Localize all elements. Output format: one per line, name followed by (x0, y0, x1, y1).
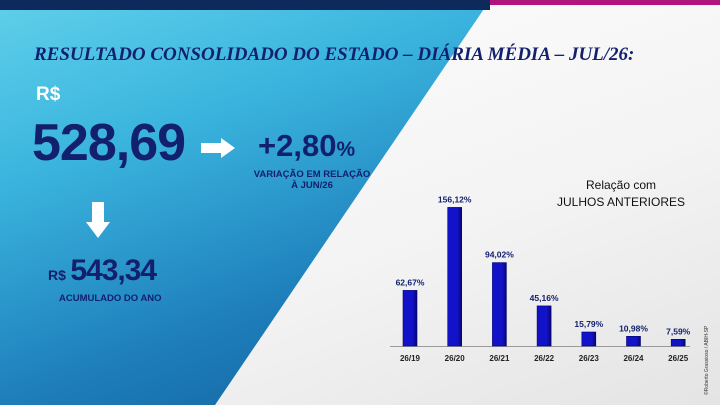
top-dark-bar (0, 0, 490, 10)
data-label-26/20: 156,12% (438, 194, 472, 204)
bar-26/25 (670, 339, 686, 347)
slide-title: RESULTADO CONSOLIDADO DO ESTADO – DIÁRIA… (34, 44, 635, 65)
top-magenta-bar (490, 0, 720, 5)
photo-credit: ©Roberto Grassioso / ABIH-SP (704, 325, 710, 395)
bar-26/20 (447, 207, 463, 347)
x-tick-label-26/21: 26/21 (489, 354, 510, 363)
main-value: 528,69 (32, 114, 186, 172)
data-label-26/21: 94,02% (485, 250, 514, 260)
x-tick-label-26/22: 26/22 (534, 354, 555, 363)
x-tick-label-26/20: 26/20 (445, 354, 466, 363)
variation-label-line2: À JUN/26 (291, 180, 333, 191)
variation-symbol: % (336, 138, 356, 161)
bar-chart: 62,67% 26/19 156,12% 26/20 94,02% 26/21 45,16%… (390, 194, 691, 363)
main-currency: R$ (36, 84, 61, 105)
accumulated-label: ACUMULADO DO ANO (59, 293, 162, 304)
bar-26/23 (581, 331, 597, 347)
accumulated-currency: R$ (48, 267, 66, 283)
data-label-26/19: 62,67% (396, 277, 425, 287)
variation-label: VARIAÇÃO EM RELAÇÃO À JUN/26 (250, 169, 374, 191)
data-label-26/24: 10,98% (619, 323, 648, 333)
data-label-26/22: 45,16% (530, 293, 559, 303)
bar-26/22 (536, 305, 552, 347)
accumulated-value-block: R$ 543,34 (48, 254, 157, 288)
bar-26/19 (402, 290, 418, 347)
bar-26/21 (492, 262, 507, 347)
x-tick-label-26/23: 26/23 (579, 354, 600, 363)
variation-label-line1: VARIAÇÃO EM RELAÇÃO (253, 169, 371, 180)
chart-title: Relação com JULHOS ANTERIORES (546, 177, 696, 211)
chart-title-line1: Relação com (585, 178, 657, 192)
chart-title-line2: JULHOS ANTERIORES (556, 195, 686, 209)
bar-26/24 (626, 336, 641, 347)
variation-percent: +2,80% (258, 128, 355, 164)
variation-value: +2,80 (258, 128, 337, 163)
accumulated-value: 543,34 (70, 254, 157, 287)
data-label-26/23: 15,79% (574, 319, 603, 329)
x-tick-label-26/19: 26/19 (400, 354, 421, 363)
x-tick-label-26/25: 26/25 (668, 354, 689, 363)
arrow-down-icon (86, 202, 110, 238)
arrow-right-icon (201, 138, 235, 158)
x-tick-label-26/24: 26/24 (623, 354, 644, 363)
data-label-26/25: 7,59% (666, 326, 691, 336)
